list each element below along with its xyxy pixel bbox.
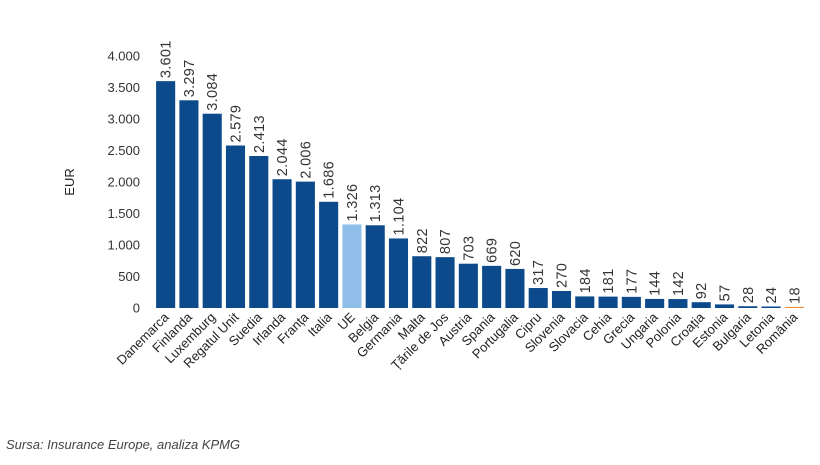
value-label: 807 (438, 229, 454, 254)
value-label: 177 (624, 269, 640, 294)
bar (249, 155, 269, 308)
value-label: 1.313 (368, 184, 384, 222)
bar (458, 263, 478, 308)
bar (645, 298, 665, 308)
bars (156, 81, 804, 309)
value-label: 2.006 (298, 141, 314, 179)
bar (482, 265, 502, 308)
value-label: 28 (741, 287, 757, 304)
bar (598, 296, 618, 308)
category-label: Italia (305, 309, 336, 340)
value-label: 270 (555, 263, 571, 288)
bar (435, 257, 455, 308)
value-label: 24 (764, 287, 780, 304)
value-label: 181 (601, 269, 617, 294)
value-label: 3.601 (159, 40, 175, 78)
bar (272, 179, 292, 308)
bar (784, 306, 804, 308)
y-tick-label: 0 (133, 301, 140, 316)
value-label: 2.044 (275, 138, 291, 176)
y-tick-label: 3.500 (107, 80, 140, 95)
bar (551, 290, 572, 308)
bar (179, 100, 199, 308)
bar (365, 225, 385, 308)
bar (528, 288, 548, 308)
bar (575, 296, 595, 308)
bar (691, 302, 711, 308)
y-tick-label: 2.500 (107, 143, 140, 158)
y-tick-label: 1.000 (107, 238, 140, 253)
value-label: 18 (787, 287, 803, 304)
bar (738, 306, 758, 308)
bar (342, 224, 362, 308)
value-label: 822 (415, 228, 431, 253)
y-tick-label: 1.500 (107, 206, 140, 221)
value-label: 1.326 (345, 184, 361, 222)
value-label: 2.579 (229, 105, 245, 143)
value-label: 2.413 (252, 115, 268, 153)
y-axis-label: EUR (62, 168, 77, 195)
bar (621, 296, 641, 308)
bar (412, 256, 432, 308)
y-tick-label: 2.000 (107, 175, 140, 190)
value-label: 317 (531, 260, 547, 285)
bar (295, 181, 315, 308)
value-label: 620 (508, 241, 524, 266)
value-label: 144 (648, 271, 664, 296)
bar (319, 201, 339, 308)
value-labels: 3.601 3.297 3.084 2.579 2.413 2.044 2.006 1.686… (159, 40, 804, 304)
value-label: 3.084 (205, 73, 221, 111)
bar (505, 268, 525, 308)
value-label: 1.104 (392, 198, 408, 236)
bar (714, 304, 735, 308)
y-tick-label: 3.000 (107, 112, 140, 127)
value-label: 92 (694, 282, 710, 299)
source-note: Sursa: Insurance Europe, analiza KPMG (6, 437, 241, 452)
value-label: 3.297 (182, 59, 198, 97)
bar (761, 306, 781, 308)
bar (156, 81, 176, 308)
value-label: 184 (578, 268, 594, 293)
value-label: 57 (718, 285, 734, 302)
bar-chart: EUR 0 500 1.000 1.500 2.000 2.500 3.000 3.500 4.… (62, 40, 804, 373)
value-label: 1.686 (322, 161, 338, 199)
y-axis: 0 500 1.000 1.500 2.000 2.500 3.000 3.500 4.000 (107, 49, 140, 316)
bar (225, 145, 246, 308)
value-label: 669 (485, 238, 501, 263)
y-tick-label: 4.000 (107, 49, 140, 64)
value-label: 703 (461, 236, 477, 261)
y-tick-label: 500 (118, 269, 140, 284)
bar (668, 299, 688, 308)
bar (202, 113, 222, 309)
bar (388, 238, 409, 308)
value-label: 142 (671, 271, 687, 296)
